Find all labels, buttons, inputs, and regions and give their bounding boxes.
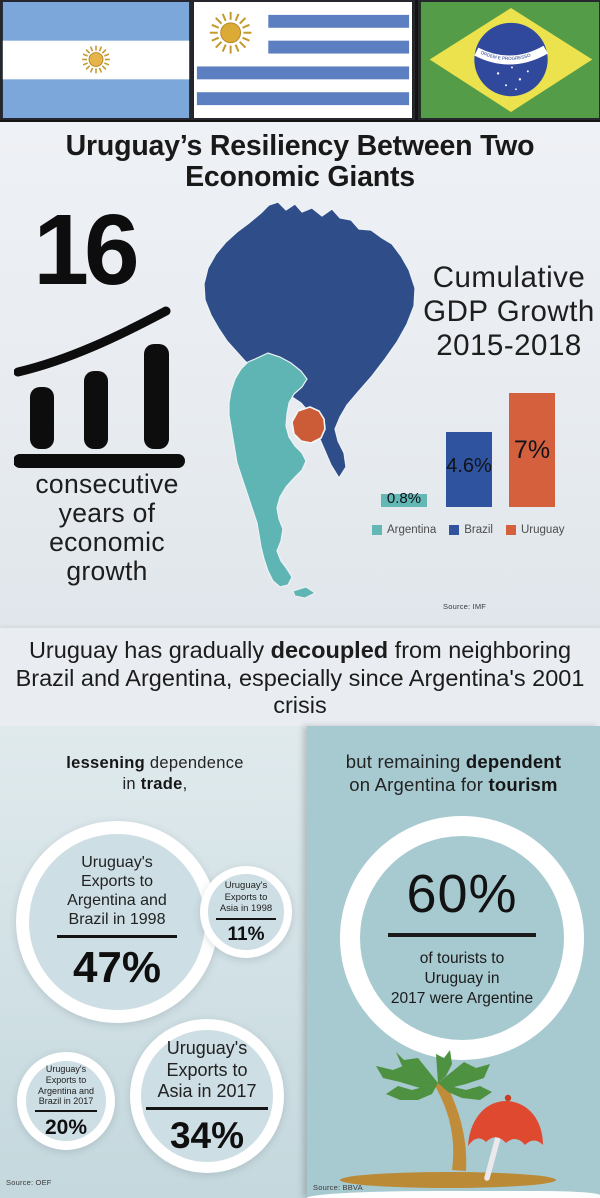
header-bold: tourism [488, 774, 558, 796]
legend-label: Uruguay [521, 524, 565, 536]
trade-panel: lessening dependence in trade, Uruguay's… [0, 726, 310, 1198]
circle-value: 47% [72, 942, 162, 992]
export-circle-arg-brazil-1998: Uruguay's Exports to Argentina and Brazi… [16, 821, 218, 1023]
beach-umbrella-icon [468, 1094, 543, 1181]
gdp-label-brazil: 4.6% [446, 455, 492, 477]
legend-swatch-argentina [372, 525, 382, 535]
legend-label: Argentina [387, 524, 437, 536]
header-bold: trade [140, 775, 183, 794]
export-circle-asia-2017: Uruguay's Exports to Asia in 2017 34% [130, 1019, 284, 1173]
gdp-chart-title: Cumulative GDP Growth 2015-2018 [423, 261, 595, 363]
top-section: Uruguay’s Resiliency Between Two Economi… [0, 122, 600, 628]
flags-band: ORDEM E PROGRESSO [0, 0, 600, 122]
stat-16-number: 16 [33, 194, 139, 306]
map-tierra-del-fuego [292, 586, 316, 599]
map-argentina [228, 352, 308, 588]
beach-illustration [340, 1050, 556, 1188]
gdp-bar-brazil [446, 432, 492, 507]
circle-label: Uruguay's Exports to Asia in 2017 [157, 1038, 257, 1102]
sun-of-may-icon [209, 11, 252, 54]
tourism-rule [388, 932, 536, 937]
statement-post: from neighboring Brazil and Argentina, e… [15, 637, 585, 719]
legend-swatch-uruguay [506, 525, 516, 535]
argentina-flag [0, 0, 192, 120]
circle-value: 34% [169, 1114, 245, 1156]
source-bbva: Source: BBVA [313, 1183, 363, 1192]
circle-rule [216, 917, 276, 920]
circle-label: Uruguay's Exports to Argentina and Brazi… [67, 854, 167, 928]
circle-value: 20% [44, 1116, 88, 1140]
tourism-stat-circle: 60% of tourists to Uruguay in 2017 were … [340, 816, 584, 1060]
tourism-panel: but remaining dependent on Argentina for… [307, 726, 600, 1198]
palm-tree-icon [376, 1050, 492, 1100]
export-circle-arg-brazil-2017: Uruguay's Exports to Argentina and Brazi… [17, 1052, 115, 1150]
stat-16-caption: consecutive years of economic growth [35, 469, 179, 587]
source-oef: Source: OEF [6, 1178, 52, 1187]
source-imf: Source: IMF [443, 602, 487, 611]
map-uruguay [291, 406, 326, 444]
south-america-map [203, 201, 416, 599]
growth-chart-icon [14, 306, 185, 468]
tourism-value: 60% [406, 863, 518, 924]
trade-panel-header: lessening dependence in trade, [0, 753, 310, 796]
page-title: Uruguay’s Resiliency Between Two Economi… [65, 130, 535, 194]
circle-label: Uruguay's Exports to Argentina and Brazi… [37, 1063, 95, 1107]
stars-icon [496, 66, 529, 91]
statement-bold: decoupled [270, 637, 389, 663]
legend-item-uruguay: Uruguay [506, 524, 564, 536]
circle-value: 11% [227, 923, 265, 945]
torn-paper-edge [307, 1191, 600, 1198]
sun-of-may-icon [82, 45, 110, 74]
sand-icon [340, 1172, 556, 1188]
circle-rule [35, 1110, 97, 1113]
header-text: , [182, 775, 188, 794]
uruguay-flag [191, 0, 415, 120]
circle-rule [57, 934, 177, 938]
mid-band: Uruguay has gradually decoupled from nei… [0, 628, 600, 726]
header-text: on Argentina for [349, 774, 484, 796]
palm-trunk-icon [434, 1080, 467, 1171]
legend-swatch-brazil [449, 525, 460, 535]
map-brazil [203, 201, 416, 480]
gdp-legend: Argentina Brazil Uruguay [372, 524, 564, 536]
statement-pre: Uruguay has gradually [28, 637, 271, 663]
decoupled-statement: Uruguay has gradually decoupled from nei… [6, 637, 594, 720]
circle-rule [146, 1106, 268, 1110]
header-bold: dependent [465, 751, 562, 772]
legend-item-brazil: Brazil [449, 524, 493, 536]
header-text: but remaining [345, 751, 466, 772]
gdp-bar-argentina [381, 494, 427, 507]
header-text: dependence in [122, 754, 244, 794]
legend-item-argentina: Argentina [372, 524, 436, 536]
export-circle-asia-1998: Uruguay's Exports to Asia in 1998 11% [200, 866, 292, 958]
gdp-bar-uruguay [509, 393, 555, 507]
gdp-label-uruguay: 7% [513, 436, 551, 464]
tourism-panel-header: but remaining dependent on Argentina for… [307, 750, 600, 796]
legend-label: Brazil [464, 524, 493, 536]
brazil-flag: ORDEM E PROGRESSO [418, 0, 600, 120]
gdp-label-argentina: 0.8% [386, 490, 422, 507]
circle-label: Uruguay's Exports to Asia in 1998 [219, 880, 273, 915]
tourism-caption: of tourists to Uruguay in 2017 were Arge… [390, 949, 534, 1008]
header-bold: lessening [66, 754, 146, 772]
